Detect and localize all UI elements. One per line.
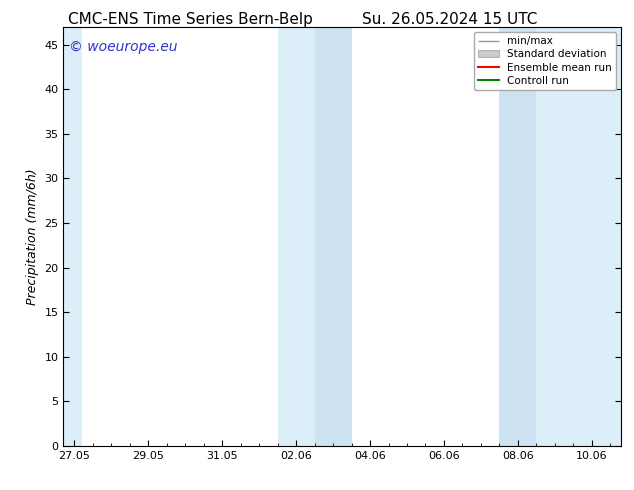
Bar [500,27,536,446]
Bar [63,27,82,446]
Text: © woeurope.eu: © woeurope.eu [69,40,178,53]
Bar [278,27,314,446]
Bar [314,27,352,446]
Legend: min/max, Standard deviation, Ensemble mean run, Controll run: min/max, Standard deviation, Ensemble me… [474,32,616,90]
Text: CMC-ENS Time Series Bern-Belp: CMC-ENS Time Series Bern-Belp [68,12,313,27]
Bar [536,27,621,446]
Text: Su. 26.05.2024 15 UTC: Su. 26.05.2024 15 UTC [363,12,538,27]
Y-axis label: Precipitation (mm/6h): Precipitation (mm/6h) [26,168,39,305]
